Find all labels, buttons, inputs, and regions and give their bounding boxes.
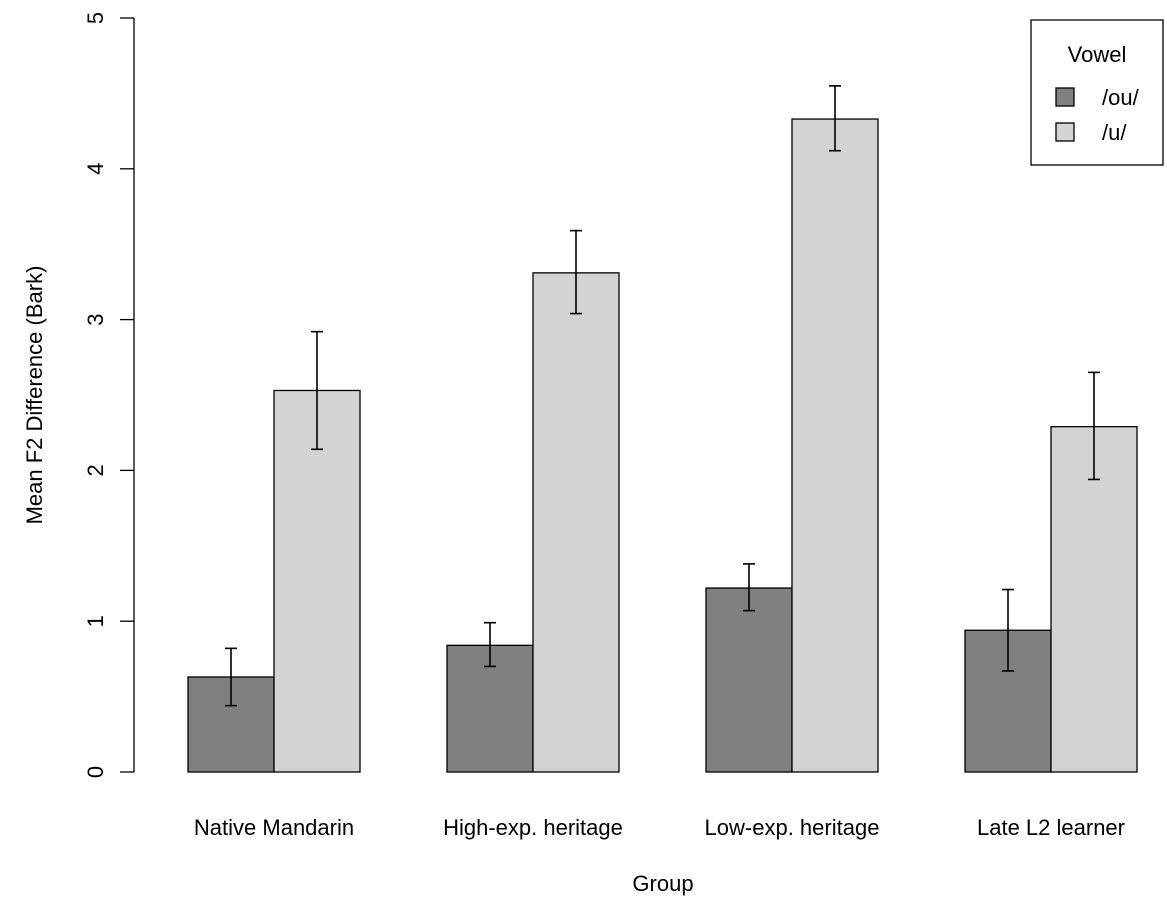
legend-swatch-1 [1055, 122, 1075, 142]
bar-u-2 [791, 118, 879, 773]
bar-u-3 [1050, 426, 1138, 773]
legend: Vowel /ou/ /u/ [1030, 19, 1164, 166]
legend-label-0: /ou/ [1102, 85, 1140, 110]
x-axis-title: Group [632, 871, 693, 896]
error-bar-u-0 [311, 330, 323, 451]
error-bar-u-1 [570, 229, 582, 315]
y-tick-label-5: 5 [83, 12, 108, 24]
error-bar-ou-2 [743, 563, 755, 612]
x-tick-label-1: High-exp. heritage [443, 815, 623, 840]
x-tick-label-2: Low-exp. heritage [705, 815, 880, 840]
legend-box [1030, 19, 1164, 166]
error-bar-u-3 [1088, 371, 1100, 481]
y-tick-label-3: 3 [83, 313, 108, 325]
legend-swatch-0 [1055, 87, 1075, 107]
legend-label-1: /u/ [1102, 120, 1127, 145]
error-bar-ou-1 [484, 621, 496, 668]
y-axis-title: Mean F2 Difference (Bark) [22, 266, 47, 525]
legend-items: /ou/ /u/ [1055, 85, 1140, 145]
legend-title: Vowel [1068, 42, 1127, 67]
x-axis-labels: Native Mandarin High-exp. heritage Low-exp… [194, 815, 1125, 840]
bar-ou-2 [705, 587, 793, 773]
x-tick-label-3: Late L2 learner [977, 815, 1125, 840]
error-bars-layer [225, 85, 1100, 707]
bar-u-0 [273, 389, 361, 773]
error-bar-ou-0 [225, 647, 237, 707]
x-tick-label-0: Native Mandarin [194, 815, 354, 840]
y-tick-label-2: 2 [83, 464, 108, 476]
y-axis: 0 1 2 3 4 5 [83, 12, 135, 778]
error-bar-u-2 [829, 85, 841, 152]
y-tick-label-4: 4 [83, 163, 108, 175]
y-tick-label-0: 0 [83, 766, 108, 778]
y-tick-label-1: 1 [83, 615, 108, 627]
bar-u-1 [532, 272, 620, 773]
bars-layer [187, 118, 1138, 773]
error-bar-ou-3 [1002, 588, 1014, 672]
